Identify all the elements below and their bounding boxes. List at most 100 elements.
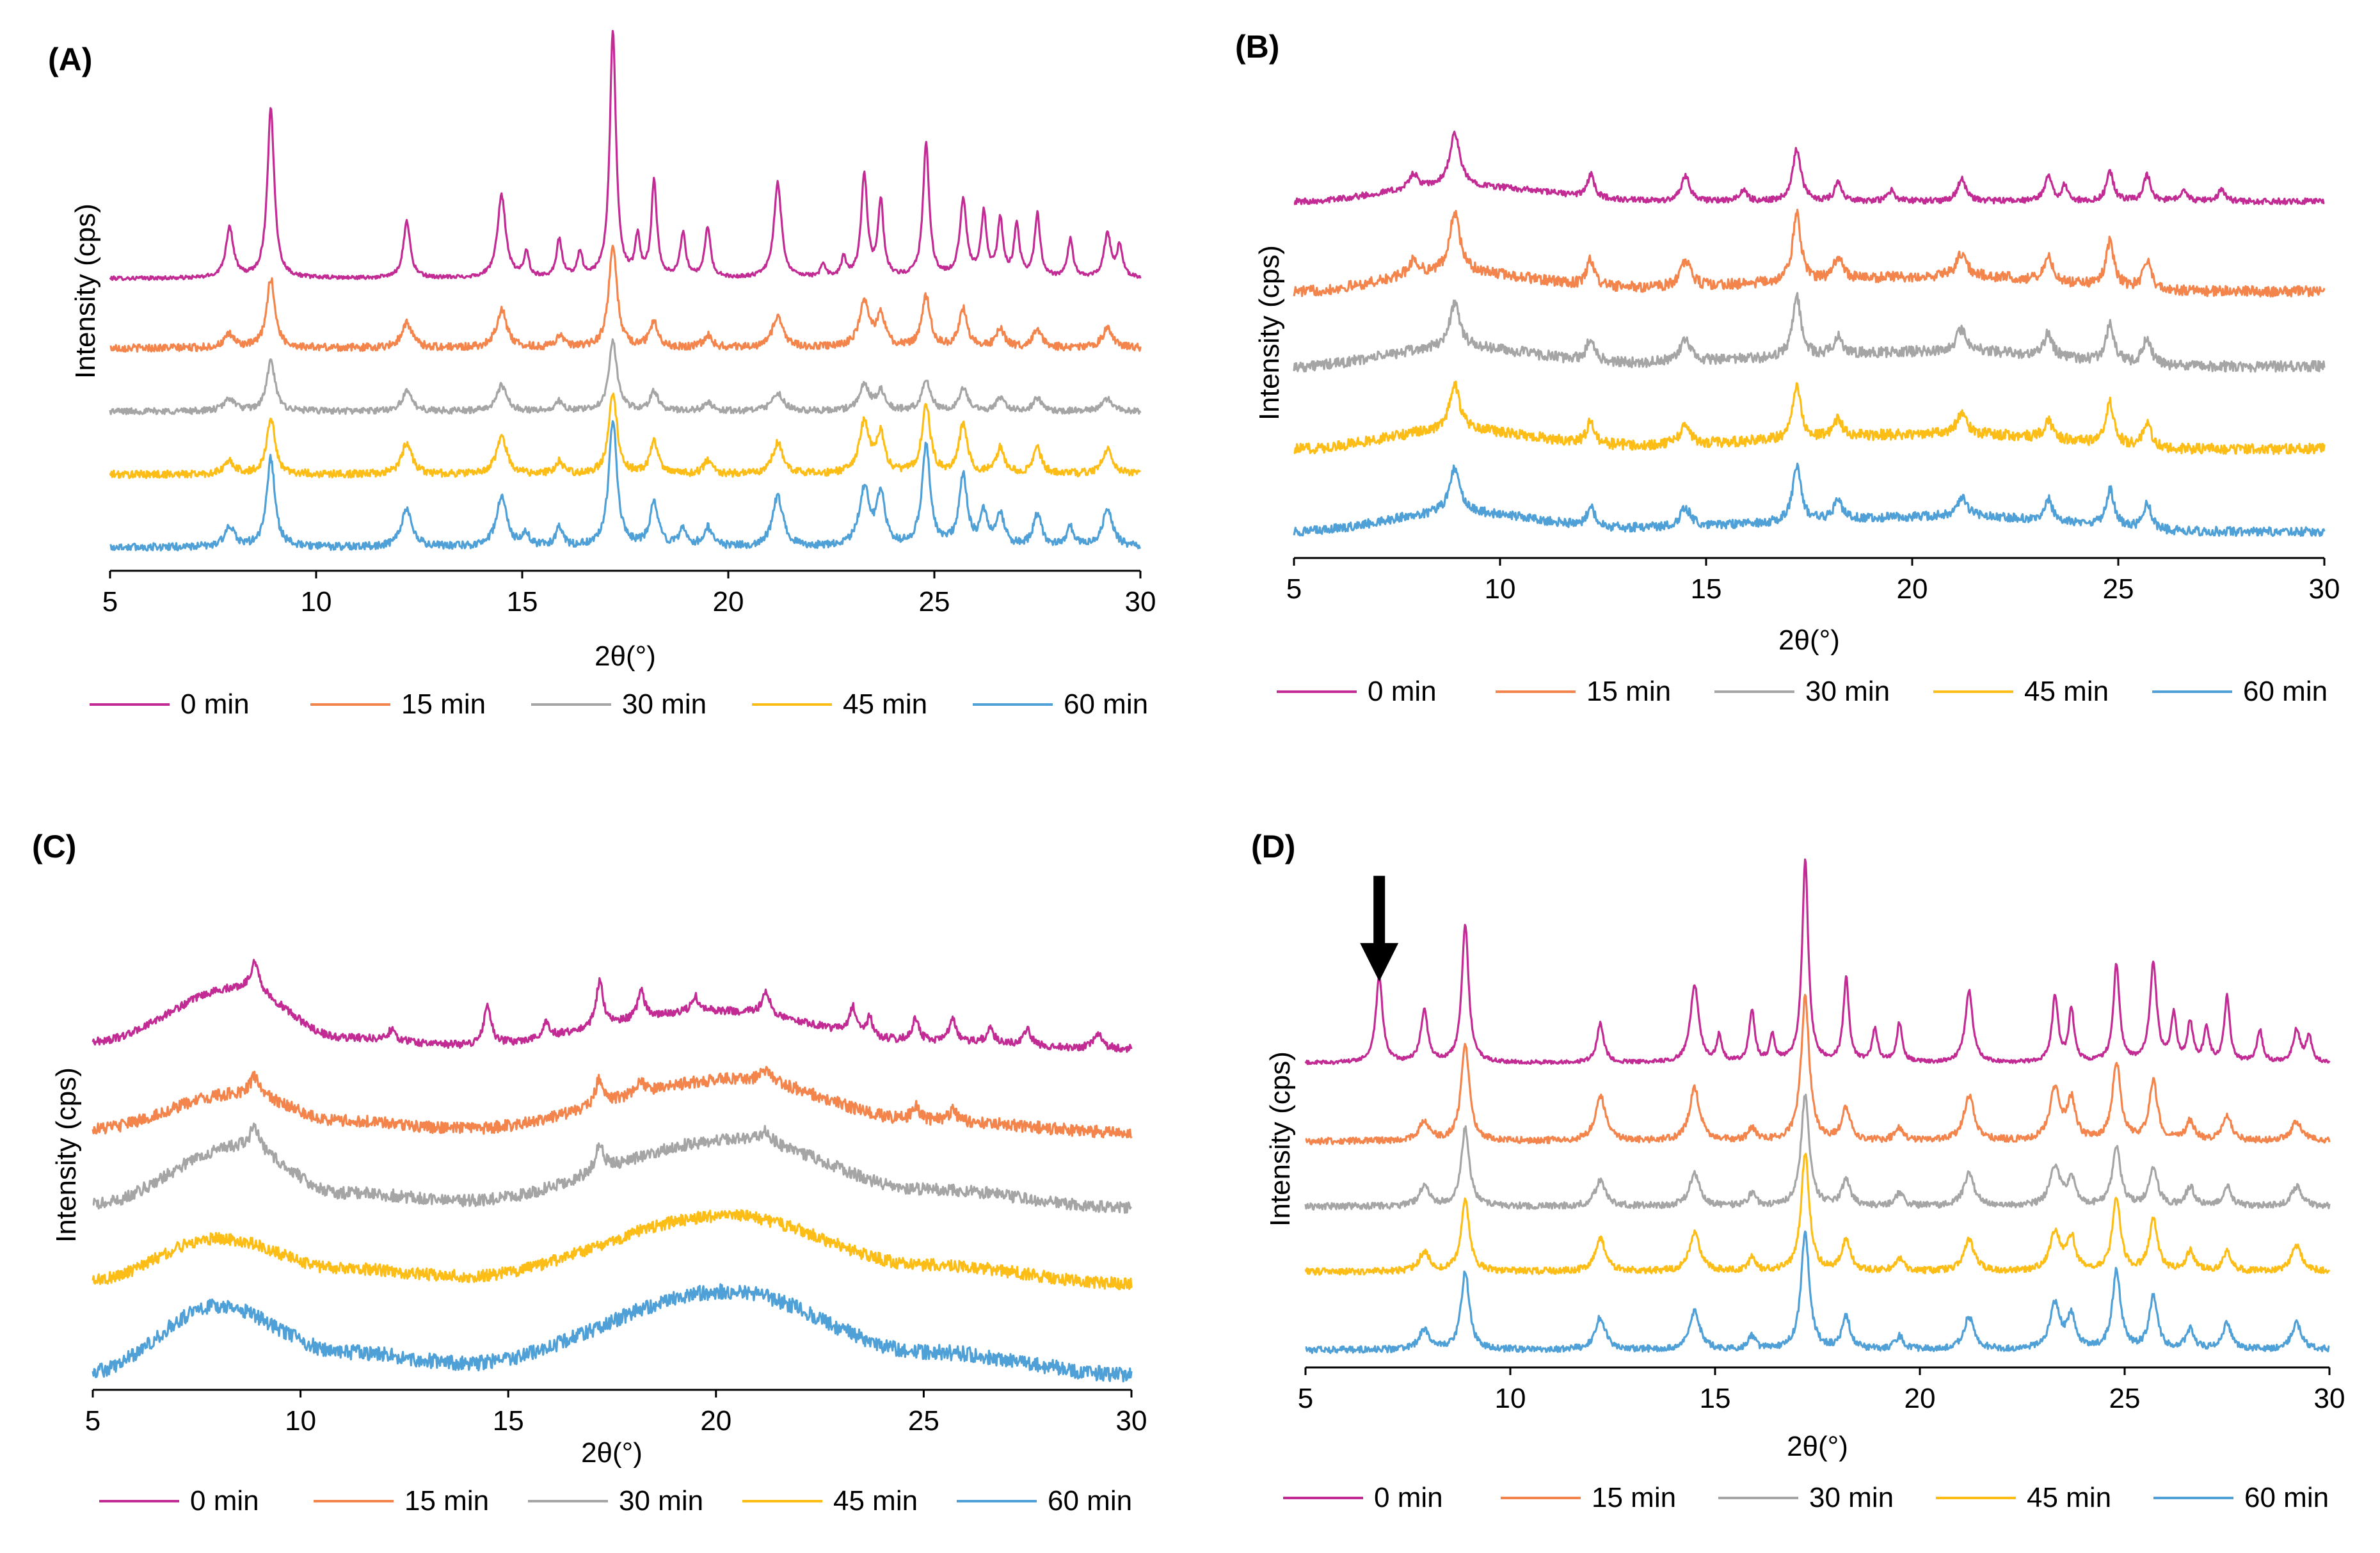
x-tick-label: 5: [85, 1405, 100, 1437]
legend-item: 15 min: [314, 1485, 489, 1517]
legend-label: 0 min: [190, 1485, 259, 1517]
legend-label: 30 min: [1809, 1482, 1894, 1513]
y-axis-label: Intensity (cps): [1254, 245, 1285, 420]
annotation-arrow: [1360, 875, 1399, 982]
x-tick-label: 30: [2314, 1383, 2345, 1414]
legend-label: 45 min: [2027, 1482, 2111, 1513]
x-tick-label: 30: [2309, 573, 2340, 605]
legend-label: 15 min: [401, 689, 486, 720]
legend-label: 15 min: [1586, 676, 1671, 707]
legend-item: 30 min: [1714, 676, 1890, 707]
chart-panel-a: (A) 5 10 15 20 25 30 Intensity (cps) 2θ(°) 0 …: [48, 29, 1156, 720]
y-axis-label: Intensity (cps): [70, 203, 101, 379]
series-line-30-min: [109, 338, 1142, 415]
x-tick-label: 10: [301, 586, 332, 617]
legend-item: 30 min: [531, 689, 707, 720]
x-tick-label: 20: [1897, 573, 1928, 605]
legend-label: 60 min: [1064, 689, 1148, 720]
panel-label: (A): [48, 42, 92, 77]
panel-label: (C): [32, 829, 76, 864]
panel-label: (D): [1251, 829, 1295, 864]
chart-panel-b: (B) 5 10 15 20 25 30 Intensity (cps) 2θ(°) 0 …: [1235, 29, 2340, 707]
legend-item: 45 min: [742, 1485, 918, 1517]
x-tick-label: 20: [700, 1405, 731, 1437]
panel-d: (D) 5 10 15 20 25 30 Intensity (cps) 2θ(°) 0 …: [1190, 787, 2380, 1553]
x-axis-label: 2θ(°): [1787, 1431, 1848, 1462]
series-line-0-min: [1304, 858, 2331, 1065]
legend-label: 60 min: [2244, 1482, 2329, 1513]
series-line-60-min: [109, 420, 1142, 552]
series-line-15-min: [1293, 209, 2326, 298]
x-tick-label: 15: [507, 586, 538, 617]
series-line-60-min: [1293, 462, 2326, 538]
x-tick-label: 30: [1125, 586, 1156, 617]
x-tick-label: 25: [2109, 1383, 2141, 1414]
legend-label: 60 min: [2243, 676, 2328, 707]
x-tick-label: 15: [1691, 573, 1722, 605]
series-line-0-min: [109, 29, 1142, 282]
legend-label: 15 min: [1592, 1482, 1676, 1513]
panel-b: (B) 5 10 15 20 25 30 Intensity (cps) 2θ(°) 0 …: [1190, 0, 2380, 761]
x-tick-label: 10: [1495, 1383, 1526, 1414]
legend-item: 0 min: [99, 1485, 259, 1517]
series-line-45-min: [109, 392, 1142, 479]
legend-item: 60 min: [2153, 1482, 2329, 1513]
series-line-45-min: [1304, 1152, 2331, 1276]
legend-item: 60 min: [2152, 676, 2328, 707]
legend-item: 60 min: [973, 689, 1148, 720]
x-axis-label: 2θ(°): [1778, 625, 1840, 656]
legend-label: 45 min: [833, 1485, 918, 1517]
series-line-30-min: [1304, 1094, 2331, 1211]
y-axis-label: Intensity (cps): [1265, 1051, 1296, 1227]
series-line-0-min: [92, 959, 1133, 1053]
legend-label: 45 min: [843, 689, 927, 720]
x-tick-label: 15: [1700, 1383, 1731, 1414]
legend-label: 45 min: [2024, 676, 2109, 707]
x-tick-label: 15: [493, 1405, 524, 1437]
legend-item: 15 min: [310, 689, 486, 720]
legend-item: 45 min: [1933, 676, 2109, 707]
x-tick-label: 5: [1286, 573, 1302, 605]
series-line-15-min: [92, 1065, 1133, 1139]
x-tick-label: 20: [713, 586, 744, 617]
panel-label: (B): [1235, 29, 1279, 65]
x-tick-label: 5: [1298, 1383, 1313, 1414]
series-line-30-min: [1293, 292, 2326, 373]
x-tick-label: 10: [285, 1405, 316, 1437]
x-axis-label: 2θ(°): [595, 641, 656, 672]
y-axis-label: Intensity (cps): [51, 1067, 82, 1243]
legend-item: 60 min: [957, 1485, 1132, 1517]
x-tick-label: 10: [1485, 573, 1516, 605]
panel-a: (A) 5 10 15 20 25 30 Intensity (cps) 2θ(°) 0 …: [0, 0, 1184, 761]
legend-item: 45 min: [1936, 1482, 2111, 1513]
legend-label: 60 min: [1048, 1485, 1132, 1517]
legend-label: 30 min: [622, 689, 707, 720]
legend-item: 30 min: [1718, 1482, 1894, 1513]
series-line-30-min: [92, 1122, 1133, 1214]
legend-item: 45 min: [752, 689, 927, 720]
x-axis-label: 2θ(°): [581, 1437, 643, 1469]
series-line-60-min: [1305, 1230, 2330, 1355]
legend-item: 30 min: [528, 1485, 703, 1517]
chart-panel-c: (C) 5 10 15 20 25 30 Intensity (cps) 2θ(°) 0 …: [32, 829, 1147, 1517]
series-line-45-min: [1293, 380, 2326, 456]
panel-c: (C) 5 10 15 20 25 30 Intensity (cps) 2θ(°) 0 …: [0, 787, 1184, 1553]
series-line-0-min: [1293, 131, 2325, 205]
legend-label: 30 min: [619, 1485, 703, 1517]
x-tick-label: 30: [1116, 1405, 1147, 1437]
series-line-60-min: [92, 1283, 1133, 1383]
legend-item: 15 min: [1496, 676, 1671, 707]
x-tick-label: 25: [2103, 573, 2134, 605]
legend-label: 0 min: [1368, 676, 1437, 707]
x-tick-label: 25: [908, 1405, 939, 1437]
legend-label: 15 min: [404, 1485, 489, 1517]
x-tick-label: 25: [919, 586, 950, 617]
series-line-15-min: [109, 244, 1142, 353]
legend-item: 0 min: [1277, 676, 1437, 707]
legend-label: 0 min: [1374, 1482, 1443, 1513]
series-line-15-min: [1305, 994, 2331, 1145]
chart-panel-d: (D) 5 10 15 20 25 30 Intensity (cps) 2θ(°) 0 …: [1251, 829, 2345, 1513]
legend-item: 0 min: [90, 689, 250, 720]
legend-item: 15 min: [1501, 1482, 1676, 1513]
legend-item: 0 min: [1283, 1482, 1443, 1513]
